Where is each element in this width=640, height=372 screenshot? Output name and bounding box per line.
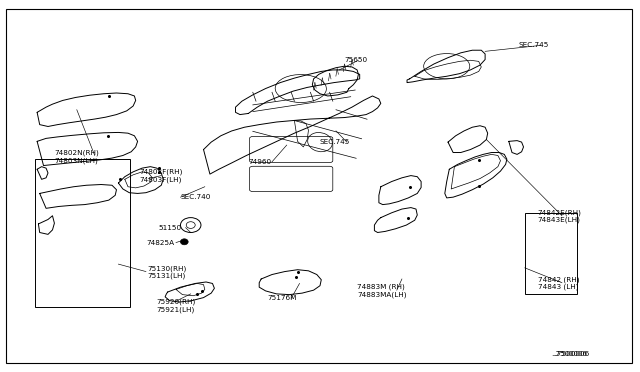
Text: 75920(RH): 75920(RH) [157, 299, 196, 305]
Text: 74802F(RH): 74802F(RH) [140, 169, 183, 175]
Ellipse shape [180, 239, 188, 245]
Text: 75650: 75650 [344, 57, 367, 63]
Bar [35, 159, 130, 307]
Text: 75131(LH): 75131(LH) [147, 273, 186, 279]
Text: 75130(RH): 75130(RH) [147, 265, 186, 272]
Text: 74883M (RH): 74883M (RH) [357, 284, 405, 291]
Text: SEC.740: SEC.740 [180, 194, 211, 200]
Text: 74843 (LH): 74843 (LH) [538, 284, 578, 291]
Text: 74803N(LH): 74803N(LH) [54, 157, 98, 164]
Text: 74803F(LH): 74803F(LH) [140, 176, 182, 183]
Text: SEC.745: SEC.745 [320, 139, 350, 145]
Text: 74960: 74960 [248, 159, 271, 165]
Text: 74883MA(LH): 74883MA(LH) [357, 291, 406, 298]
Text: 74802N(RH): 74802N(RH) [54, 149, 99, 156]
Text: 74842E(RH): 74842E(RH) [538, 209, 582, 216]
Text: 75176M: 75176M [268, 295, 297, 301]
Text: ‥7500006: ‥7500006 [552, 351, 589, 357]
Text: 75921(LH): 75921(LH) [157, 306, 195, 313]
Text: SEC.745: SEC.745 [518, 42, 548, 48]
Text: 74842 (RH): 74842 (RH) [538, 276, 579, 283]
Text: 51150: 51150 [159, 225, 182, 231]
Text: 74843E(LH): 74843E(LH) [538, 217, 580, 224]
Text: ‥7500006: ‥7500006 [552, 351, 588, 357]
Bar [525, 213, 577, 294]
Text: 74825A: 74825A [146, 240, 174, 246]
